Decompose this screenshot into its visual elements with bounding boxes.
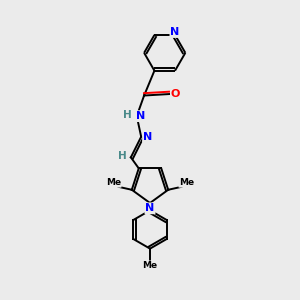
Text: O: O xyxy=(171,89,180,99)
Text: Me: Me xyxy=(142,261,158,270)
Text: H: H xyxy=(118,151,127,161)
Text: Me: Me xyxy=(106,178,121,187)
Text: N: N xyxy=(146,203,154,213)
Text: N: N xyxy=(170,27,180,37)
Text: H: H xyxy=(123,110,132,120)
Text: N: N xyxy=(143,132,152,142)
Text: N: N xyxy=(136,111,145,121)
Text: Me: Me xyxy=(179,178,194,187)
